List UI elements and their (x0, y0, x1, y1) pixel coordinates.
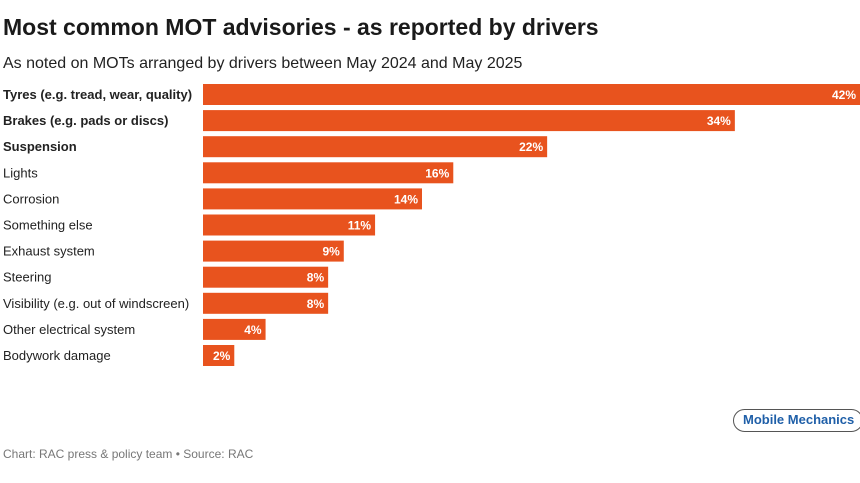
category-label: Brakes (e.g. pads or discs) (3, 113, 168, 128)
bar (203, 110, 735, 132)
data-label: 14% (394, 192, 418, 206)
bar (203, 136, 548, 158)
data-label: 9% (322, 245, 340, 259)
mobile-mechanics-badge[interactable]: Mobile Mechanics (733, 409, 860, 432)
bar (203, 188, 422, 210)
category-label: Bodywork damage (3, 348, 111, 363)
bar (203, 292, 329, 314)
data-label: 22% (519, 140, 543, 154)
category-label: Suspension (3, 139, 77, 154)
bar (203, 318, 266, 340)
category-label: Other electrical system (3, 322, 135, 337)
data-label: 16% (425, 166, 449, 180)
category-label: Tyres (e.g. tread, wear, quality) (3, 87, 192, 102)
chart-footer: Chart: RAC press & policy team • Source:… (3, 447, 254, 461)
category-label: Lights (3, 165, 38, 180)
bar (203, 345, 235, 366)
bar (203, 162, 454, 184)
category-label: Exhaust system (3, 244, 95, 259)
data-label: 2% (213, 349, 231, 363)
data-label: 11% (348, 219, 372, 233)
data-label: 42% (832, 88, 856, 102)
bar (203, 84, 860, 105)
category-label: Something else (3, 218, 93, 233)
data-label: 8% (307, 297, 325, 311)
data-label: 34% (707, 114, 731, 128)
bar (203, 266, 329, 288)
category-label: Corrosion (3, 191, 59, 206)
bar-chart: Tyres (e.g. tread, wear, quality) 42% Brak… (3, 84, 860, 366)
category-label: Visibility (e.g. out of windscreen) (3, 296, 189, 311)
category-label: Steering (3, 270, 51, 285)
data-label: 4% (244, 323, 262, 337)
chart-subtitle: As noted on MOTs arranged by drivers bet… (3, 55, 523, 72)
chart-title: Most common MOT advisories - as reported… (3, 14, 599, 40)
data-label: 8% (307, 271, 325, 285)
bar (203, 240, 344, 262)
bar (203, 214, 376, 236)
